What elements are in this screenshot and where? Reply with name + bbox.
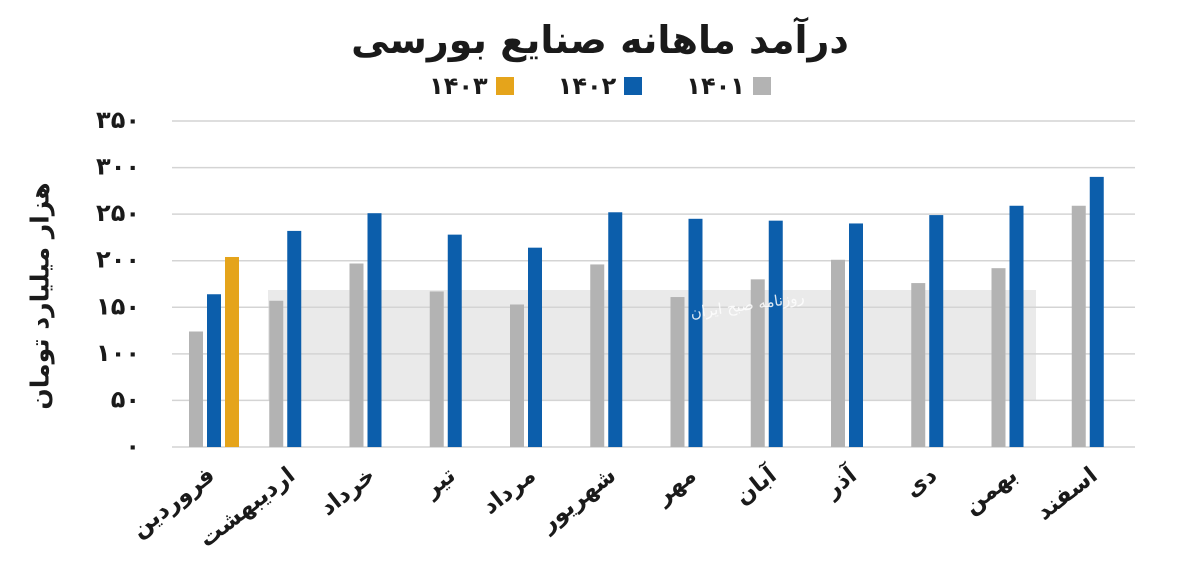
bar-0-2 [349, 263, 364, 447]
y-tick-label: ۳۵۰ [96, 106, 140, 134]
legend-swatch-1401 [752, 77, 771, 95]
bar-0-3 [429, 291, 444, 447]
legend-item-1402: ۱۴۰۲ [558, 72, 643, 100]
bar-1-7 [768, 220, 783, 447]
bar-1-9 [929, 215, 944, 447]
legend-swatch-1402 [624, 77, 643, 95]
x-tick-label: اسفند [1032, 462, 1103, 525]
y-tick-label: ۱۵۰ [96, 292, 140, 320]
bar-0-8 [831, 259, 845, 447]
legend-swatch-1403 [495, 77, 514, 95]
y-tick-label: ۱۰۰ [96, 339, 140, 367]
x-tick-label: مهر [650, 462, 701, 510]
bar-0-5 [590, 264, 605, 447]
y-tick-label: ۲۵۰ [96, 199, 140, 227]
bar-1-10 [1009, 205, 1024, 447]
x-tick-label: خرداد [315, 462, 380, 521]
bar-0-11 [1071, 205, 1086, 447]
bar-1-11 [1089, 176, 1104, 447]
bar-0-7 [750, 279, 765, 447]
x-tick-label: دی [900, 462, 942, 503]
legend-item-1401: ۱۴۰۱ [686, 72, 771, 100]
y-tick-label: ۲۰۰ [96, 246, 140, 274]
y-tick-label: ۵۰ [111, 385, 140, 413]
bar-0-6 [670, 297, 685, 447]
x-tick-label: آبان [728, 459, 782, 510]
bar-1-0 [207, 294, 221, 447]
watermark-band [268, 290, 1036, 401]
legend-label-1401: ۱۴۰۱ [686, 72, 745, 100]
bar-0-9 [911, 283, 926, 447]
chart-title: درآمد ماهانه صنایع بورسی [351, 18, 849, 62]
bar-0-0 [189, 331, 203, 447]
bar-1-6 [688, 218, 703, 447]
bar-1-1 [287, 230, 302, 447]
bar-0-1 [269, 300, 284, 447]
bar-0-10 [991, 268, 1006, 447]
x-tick-label: آذر [817, 459, 862, 503]
bar-1-3 [447, 234, 462, 447]
legend-item-1403: ۱۴۰۳ [429, 72, 514, 100]
legend-label-1403: ۱۴۰۳ [429, 72, 488, 100]
x-tick-label: شهریور [535, 462, 621, 538]
y-tick-label: ۳۰۰ [96, 153, 140, 181]
bar-2-0 [225, 256, 239, 447]
y-tick-label: ۰ [125, 432, 140, 460]
x-tick-label: بهمن [959, 462, 1022, 519]
bar-1-4 [528, 247, 542, 447]
bar-0-4 [510, 304, 524, 447]
bar-1-5 [608, 212, 623, 447]
bar-1-8 [849, 223, 863, 447]
legend-label-1402: ۱۴۰۲ [557, 72, 617, 100]
chart-legend: ۱۴۰۱ ۱۴۰۲ ۱۴۰۳ [0, 72, 1200, 100]
x-tick-label: مرداد [477, 462, 540, 519]
x-tick-label: تیر [418, 462, 460, 503]
bar-1-2 [367, 213, 382, 447]
